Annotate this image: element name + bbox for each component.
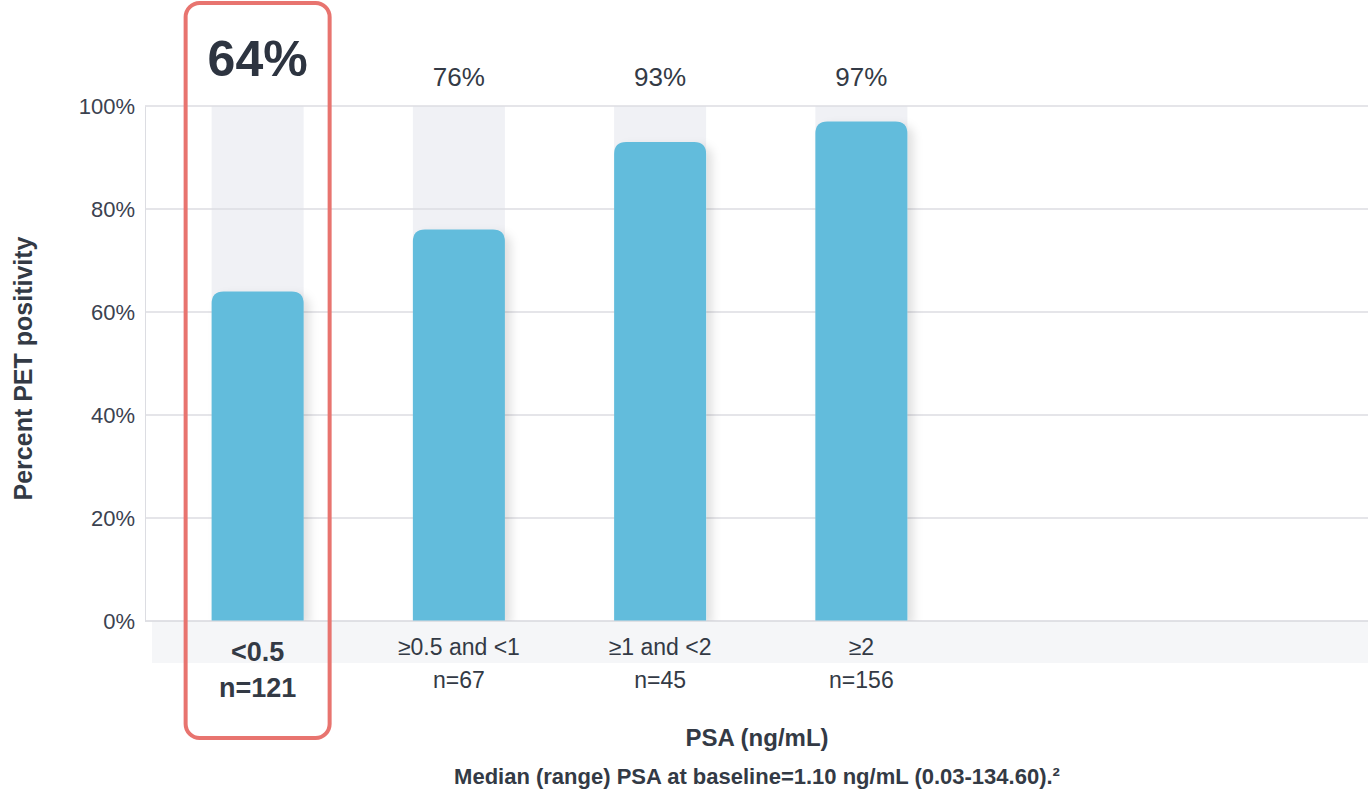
y-tick-label: 40% <box>91 403 135 428</box>
x-tick: <0.5 n=121 <box>219 621 296 703</box>
data-label: 76% <box>433 62 485 92</box>
y-tick-label: 60% <box>91 300 135 325</box>
data-label: 97% <box>835 62 887 92</box>
column-background <box>212 106 304 621</box>
chart: 0% 20% 40% 60% 80% 100% <0.5 n=121 ≥0.5 and <1 n=… <box>0 0 1368 794</box>
bar <box>413 230 505 621</box>
column-background <box>614 106 706 621</box>
sample-size-label: n=156 <box>829 667 894 693</box>
y-tick-label: 20% <box>91 506 135 531</box>
bar <box>614 142 706 621</box>
y-tick: 100% <box>79 94 145 119</box>
y-tick-label: 100% <box>79 94 135 119</box>
y-tick: 80% <box>91 197 145 222</box>
footnote: Median (range) PSA at baseline=1.10 ng/m… <box>454 764 1060 789</box>
y-axis: 0% 20% 40% 60% 80% 100% <box>79 94 146 634</box>
x-tick: ≥1 and <2 n=45 <box>609 621 712 693</box>
sample-size-label: n=121 <box>219 673 296 703</box>
column-background <box>815 106 907 621</box>
x-tick-label: <0.5 <box>231 637 284 667</box>
y-tick: 60% <box>91 300 145 325</box>
bar <box>815 121 907 621</box>
y-tick: 40% <box>91 403 145 428</box>
x-tick: ≥2 n=156 <box>829 621 894 693</box>
sample-size-label: n=45 <box>634 667 686 693</box>
x-tick-label: ≥1 and <2 <box>609 634 712 660</box>
bars <box>212 121 908 621</box>
x-axis-title: PSA (ng/mL) <box>685 724 828 751</box>
data-label: 64% <box>208 31 308 87</box>
data-labels: 64% 76% 93% 97% <box>208 31 888 92</box>
y-tick-label: 0% <box>103 609 135 634</box>
y-tick: 0% <box>103 609 145 634</box>
column-backgrounds <box>212 106 908 621</box>
x-tick-label: ≥0.5 and <1 <box>398 634 520 660</box>
column-background <box>413 106 505 621</box>
y-axis-line <box>145 107 146 622</box>
sample-size-label: n=67 <box>433 667 485 693</box>
highlight-box <box>186 3 330 738</box>
y-tick: 20% <box>91 506 145 531</box>
y-tick-label: 80% <box>91 197 135 222</box>
bar <box>212 291 304 621</box>
x-axis-band <box>152 621 1368 663</box>
y-axis-title: Percent PET positivity <box>9 236 37 500</box>
data-label: 93% <box>634 62 686 92</box>
x-tick-label: ≥2 <box>849 634 874 660</box>
x-tick: ≥0.5 and <1 n=67 <box>398 621 520 693</box>
